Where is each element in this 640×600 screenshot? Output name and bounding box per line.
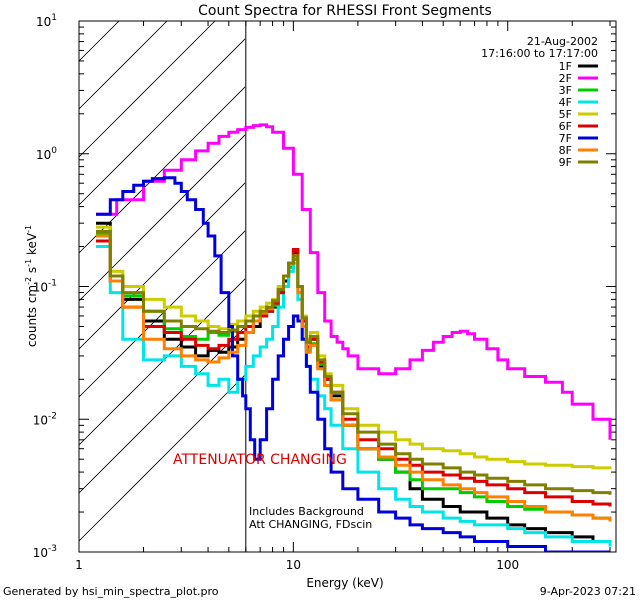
x-axis-label: Energy (keV)	[306, 576, 383, 590]
hatch-line	[79, 21, 120, 62]
hatch-line	[79, 86, 245, 254]
y-tick-label: 100	[36, 146, 57, 162]
hatch-line	[79, 134, 245, 302]
y-axis-label: counts cm-2 s-1 keV-1	[24, 225, 39, 347]
x-tick-labels: 1 10 100	[75, 558, 519, 572]
y-tick-label: 101	[36, 13, 57, 29]
chart-title: Count Spectra for RHESSI Front Segments	[198, 3, 492, 19]
hatch-line	[79, 21, 168, 110]
axis-ticks	[78, 20, 616, 553]
legend-label-8F: 8F	[559, 144, 572, 157]
series-line-7F	[96, 176, 610, 552]
y-tick-label: 10-1	[33, 279, 57, 295]
legend-label-3F: 3F	[559, 84, 572, 97]
footer-timestamp-label: 9-Apr-2023 07:21	[540, 585, 636, 598]
hatch-line	[79, 230, 245, 398]
hatch-line	[79, 182, 245, 350]
hatch-line	[79, 278, 245, 446]
legend-label-6F: 6F	[559, 120, 572, 133]
y-tick-label: 10-3	[33, 544, 57, 560]
hatch-line	[79, 21, 216, 158]
series-line-9F	[96, 229, 612, 495]
series-line-2F	[96, 123, 612, 440]
hatch-line	[79, 374, 245, 542]
legend-label-9F: 9F	[559, 156, 572, 169]
attenuator-state-note: Att CHANGING, FDscin	[249, 518, 372, 531]
legend-label-7F: 7F	[559, 132, 572, 145]
hatch-line	[79, 38, 245, 206]
y-tick-labels: 10-3 10-2 10-1 100 101	[33, 13, 58, 560]
background-note: Includes Background	[249, 505, 364, 518]
legend-label-4F: 4F	[559, 96, 572, 109]
footer-generator-label: Generated by hsi_min_spectra_plot.pro	[3, 585, 219, 598]
y-tick-label: 10-2	[33, 411, 57, 427]
hatch-line	[79, 326, 245, 494]
x-tick-label: 100	[496, 558, 519, 572]
x-tick-label: 1	[75, 558, 83, 572]
x-tick-label: 10	[286, 558, 301, 572]
series-line-4F	[96, 245, 612, 547]
legend-label-2F: 2F	[559, 72, 572, 85]
attenuator-hatch-region	[79, 21, 245, 542]
series-line-8F	[96, 234, 612, 522]
time-range-label: 17:16:00 to 17:17:00	[481, 47, 598, 60]
series-lines	[96, 123, 612, 552]
legend-label-1F: 1F	[559, 60, 572, 73]
legend-label-5F: 5F	[559, 108, 572, 121]
plot-frame	[78, 20, 617, 553]
attenuator-changing-label: ATTENUATOR CHANGING	[173, 452, 347, 468]
date-label: 21-Aug-2002	[527, 35, 598, 48]
